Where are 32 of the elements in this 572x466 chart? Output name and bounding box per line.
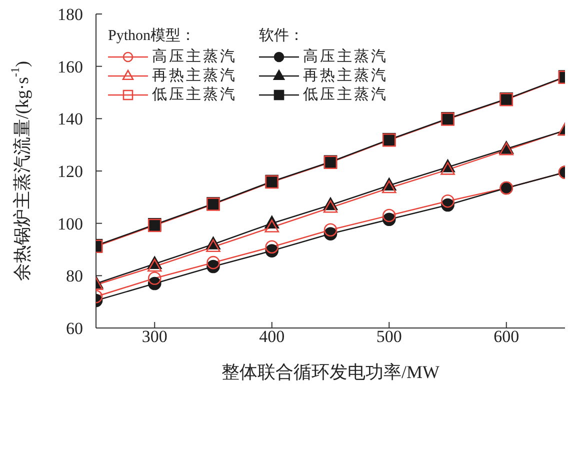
legend-label: 低压主蒸汽 [152, 85, 237, 104]
point [323, 200, 338, 213]
point [148, 272, 162, 285]
legend-label: 再热主蒸汽 [303, 66, 388, 85]
y-tick-label: 140 [58, 110, 83, 129]
point [265, 240, 279, 254]
x-tick-label: 400 [259, 327, 285, 346]
point [206, 256, 220, 270]
y-tick-label: 100 [58, 214, 83, 234]
point [382, 180, 396, 194]
y-tick-label: 180 [58, 5, 83, 24]
x-tick-label: 500 [376, 327, 402, 346]
y-tick-label: 60 [66, 319, 83, 338]
point [264, 220, 280, 232]
point [440, 162, 455, 175]
annotation: Python模型： [108, 26, 197, 45]
legend-label: 高压主蒸汽 [152, 47, 237, 66]
legend-label: 再热主蒸汽 [152, 66, 237, 85]
point [206, 239, 220, 252]
legend-label: 高压主蒸汽 [303, 47, 388, 66]
point [147, 258, 162, 272]
y-tick-label: 160 [58, 57, 83, 76]
x-axis-title: 整体联合循环发电功率/MW [222, 362, 440, 382]
y-tick-label: 120 [58, 162, 83, 182]
y-tick-label: 80 [66, 266, 83, 286]
legend-label: 低压主蒸汽 [303, 85, 388, 104]
point [324, 223, 338, 237]
point [441, 194, 454, 208]
x-tick-label: 600 [494, 327, 520, 346]
x-tick-label: 300 [142, 327, 168, 346]
point [382, 208, 396, 222]
annotation: 软件： [259, 27, 305, 45]
